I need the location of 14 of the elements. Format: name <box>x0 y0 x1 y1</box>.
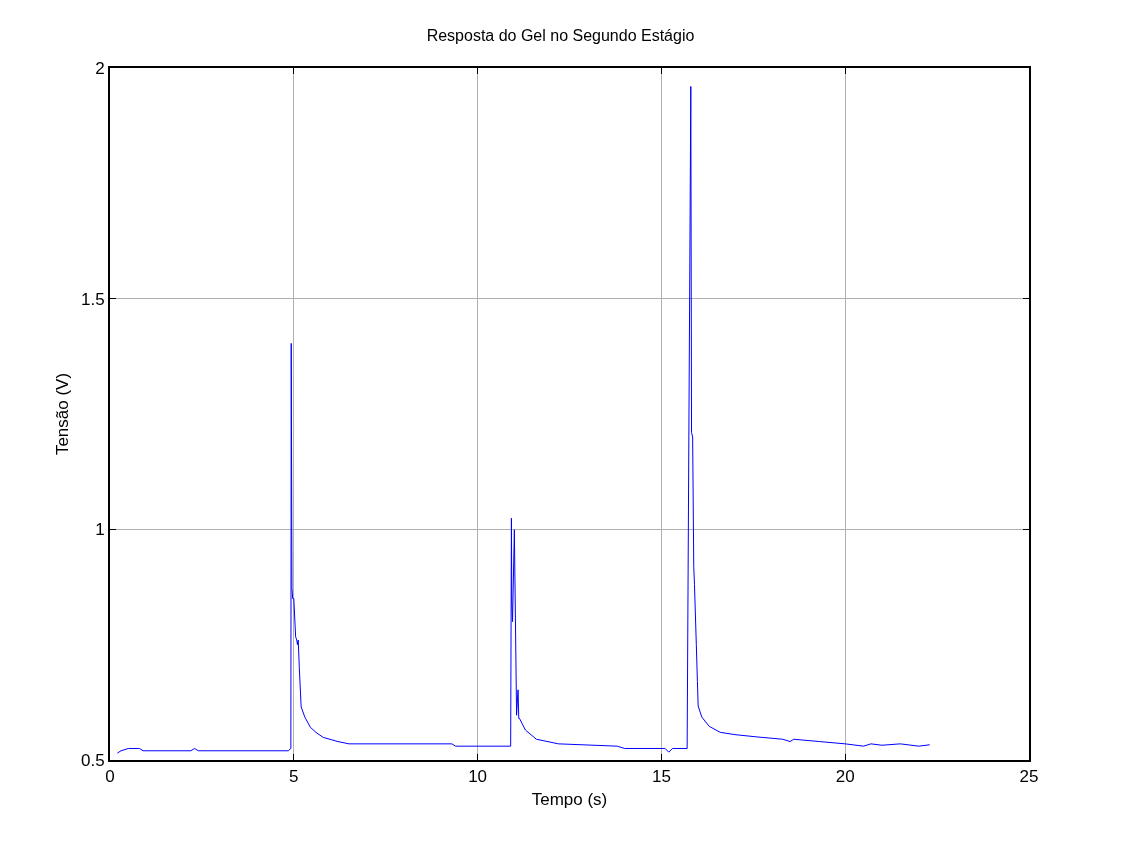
y-tick-label: 1 <box>95 520 105 540</box>
y-tick-label: 2 <box>95 58 105 78</box>
y-tick-label: 1.5 <box>80 289 105 309</box>
y-axis-title: Tensão (V) <box>53 372 73 456</box>
x-tick-label: 25 <box>1019 767 1039 787</box>
x-axis-title: Tempo (s) <box>531 790 608 810</box>
chart-title: Resposta do Gel no Segundo Estágio <box>426 26 695 44</box>
x-tick-label: 15 <box>651 767 671 787</box>
x-tick-label: 10 <box>468 767 488 787</box>
x-tick-label: 5 <box>289 767 299 787</box>
x-tick-label: 0 <box>105 767 115 787</box>
line-series <box>116 85 931 754</box>
y-tick-label: 0.5 <box>80 750 105 770</box>
x-tick-label: 20 <box>835 767 855 787</box>
